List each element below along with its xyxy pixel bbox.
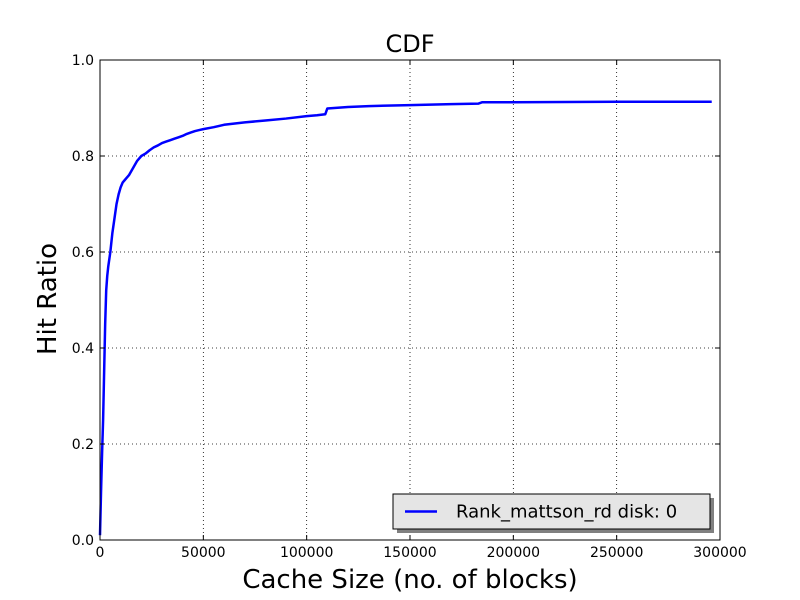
x-tick-label: 0 bbox=[96, 545, 105, 561]
y-tick-label: 1.0 bbox=[72, 53, 94, 69]
y-tick-label: 0.0 bbox=[72, 533, 94, 549]
plot-area: 0 50000 100000 150000 200000 250000 300000 0.0 0… bbox=[72, 53, 747, 561]
y-tick-label: 0.2 bbox=[72, 437, 94, 453]
y-axis-title: Hit Ratio bbox=[33, 243, 63, 355]
x-tick-label: 200000 bbox=[487, 545, 540, 561]
x-tick-label: 250000 bbox=[590, 545, 643, 561]
x-tick-label: 150000 bbox=[383, 545, 436, 561]
legend-box bbox=[392, 493, 711, 530]
chart-title: CDF bbox=[385, 30, 434, 58]
y-tick-label: 0.4 bbox=[72, 341, 94, 357]
series-line bbox=[98, 100, 712, 536]
x-tick-label: 100000 bbox=[280, 545, 333, 561]
x-tick-label: 300000 bbox=[693, 545, 746, 561]
x-axis-title: Cache Size (no. of blocks) bbox=[242, 565, 577, 595]
legend-label: Rank_mattson_rd disk: 0 bbox=[456, 502, 677, 523]
y-tick-label: 0.8 bbox=[72, 149, 94, 165]
x-tick-label: 50000 bbox=[181, 545, 226, 561]
y-tick-label: 0.6 bbox=[72, 245, 94, 261]
